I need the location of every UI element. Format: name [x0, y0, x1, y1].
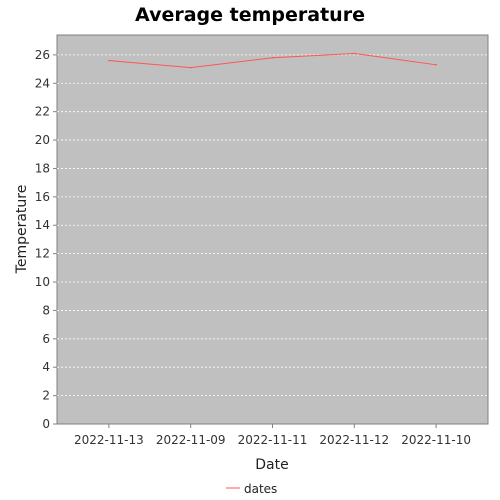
- y-tick-label: 12: [35, 247, 50, 261]
- chart-title: Average temperature: [135, 4, 365, 26]
- data-point: [271, 56, 274, 59]
- x-tick-label: 2022-11-12: [319, 433, 389, 447]
- y-tick-label: 0: [42, 417, 50, 431]
- y-axis-label: Temperature: [14, 185, 30, 275]
- x-tick-label: 2022-11-09: [156, 433, 226, 447]
- x-tick-label: 2022-11-13: [74, 433, 144, 447]
- y-tick-label: 8: [42, 303, 50, 317]
- legend: dates: [226, 482, 277, 496]
- data-point: [353, 52, 356, 55]
- y-tick-label: 26: [35, 48, 50, 62]
- legend-label-dates: dates: [244, 482, 277, 496]
- plot-area: [56, 34, 489, 425]
- y-tick-label: 18: [35, 161, 50, 175]
- y-tick-label: 2: [42, 389, 50, 403]
- y-tick-label: 6: [42, 332, 50, 346]
- y-tick-label: 16: [35, 190, 50, 204]
- y-tick-label: 20: [35, 133, 50, 147]
- y-tick-label: 14: [35, 218, 50, 232]
- series-layer: [108, 52, 437, 69]
- x-tick-label: 2022-11-11: [238, 433, 308, 447]
- x-tick-label: 2022-11-10: [401, 433, 471, 447]
- y-tick-label: 4: [42, 360, 50, 374]
- x-axis-ticks: 2022-11-13 2022-11-09 2022-11-11 2022-11-12…: [74, 424, 471, 447]
- y-tick-label: 22: [35, 105, 50, 119]
- y-tick-label: 24: [35, 76, 50, 90]
- y-tick-label: 10: [35, 275, 50, 289]
- x-axis-label: Date: [255, 457, 288, 473]
- data-point: [108, 59, 110, 62]
- data-point: [189, 66, 192, 69]
- data-point: [435, 64, 437, 66]
